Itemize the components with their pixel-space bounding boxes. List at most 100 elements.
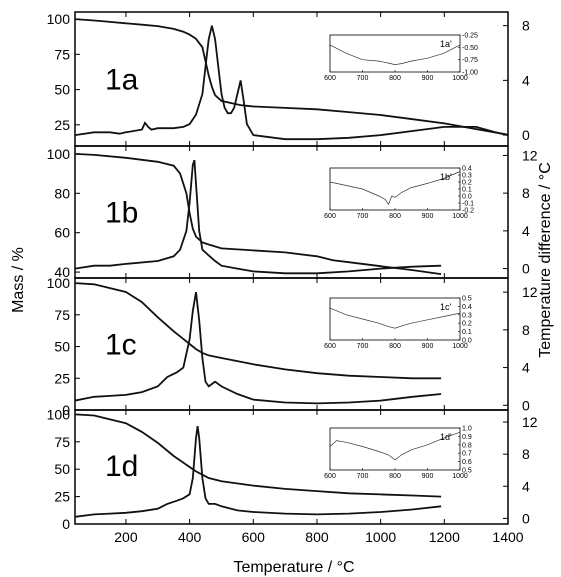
left-tick-label: 50 [54,339,70,355]
right-tick-label: 0 [522,397,530,413]
right-tick-label: 8 [522,322,530,338]
left-tick-label: 75 [54,307,70,323]
inset-label: 1a' [440,39,452,49]
inset-y-tick-label: 0.0 [462,194,472,201]
x-tick-label: 400 [178,529,202,545]
dta-curve [75,25,508,141]
right-y-axis-title: Temperature difference / °C [537,162,554,358]
right-tick-label: 8 [522,185,530,201]
left-tick-label: 25 [54,489,70,505]
inset-x-tick-label: 600 [324,473,336,480]
left-tick-label: 0 [62,402,70,418]
inset-x-tick-label: 1000 [452,75,468,82]
inset-x-tick-label: 1000 [452,343,468,350]
dta-curve [75,425,442,518]
inset-y-tick-label: 0.8 [462,442,472,449]
left-tick-label: 100 [47,146,71,162]
x-tick-label: 1200 [429,529,460,545]
inset-x-tick-label: 800 [389,343,401,350]
right-tick-label: 8 [522,446,530,462]
inset-1a: 600 700 800 900 1000 -0.25 -0.50 -0.75 -1.00 1a' [324,33,478,83]
inset-frame [329,427,461,471]
inset-y-tick-label: 0.2 [462,180,472,187]
inset-y-tick-label: -0.1 [462,201,474,208]
left-tick-label: 60 [54,225,70,241]
inset-x-tick-label: 800 [389,213,401,220]
inset-x-tick-label: 700 [357,75,369,82]
inset-x-tick-label: 600 [324,75,336,82]
inset-y-tick-label: 0.5 [462,296,472,303]
inset-label: 1d' [440,432,452,442]
panel-frame [74,11,509,147]
inset-frame [329,167,461,211]
inset-x-tick-label: 600 [324,343,336,350]
inset-y-tick-label: 0.6 [462,459,472,466]
inset-y-tick-label: 0.1 [462,329,472,336]
inset-y-tick-label: -0.2 [462,208,474,215]
right-tick-label: 4 [522,478,530,494]
right-tick-label: 8 [522,18,530,34]
dta-curve [75,159,442,275]
inset-x-tick-label: 900 [422,75,434,82]
inset-x-tick-label: 800 [389,75,401,82]
left-tick-label: 80 [54,185,70,201]
inset-1b: 600 700 800 900 1000 0.40.30.20.10.0-0.1-0.2 1… [324,166,474,221]
inset-y-tick-label: 0.3 [462,173,472,180]
inset-curve [329,431,461,461]
inset-y-tick-label: 0.1 [462,187,472,194]
inset-y-tick-label: 0.2 [462,321,472,328]
x-tick-label: 1000 [365,529,396,545]
left-tick-label: 50 [54,82,70,98]
inset-y-tick-label: -0.50 [462,45,478,52]
mass-curve [75,153,442,275]
right-tick-label: 0 [522,127,530,143]
inset-1d: 600 700 800 900 1000 1.00.90.8 0.70.6 0.5 1d' [324,426,472,481]
inset-x-tick-label: 700 [357,473,369,480]
inset-y-tick-label: 0.4 [462,166,472,173]
inset-x-tick-label: 700 [357,213,369,220]
left-tick-label: 25 [54,117,70,133]
x-tick-label: 1400 [492,529,523,545]
inset-curve [329,171,461,206]
left-tick-label: 100 [47,406,71,422]
inset-x-tick-label: 900 [422,343,434,350]
left-tick-label: 0 [62,516,70,532]
right-tick-label: 4 [522,360,530,376]
inset-x-tick-label: 900 [422,213,434,220]
right-tick-label: 0 [522,510,530,526]
inset-x-tick-label: 600 [324,213,336,220]
panel-frame [74,145,509,279]
inset-frame [329,34,461,73]
inset-x-tick-label: 700 [357,343,369,350]
inset-label: 1c' [440,302,452,312]
inset-y-tick-label: -0.25 [462,33,478,40]
inset-y-tick-label: 1.0 [462,426,472,433]
x-axis-title: Temperature / °C [233,559,354,576]
panel-frame [74,409,509,525]
left-tick-label: 75 [54,46,70,62]
inset-curve [329,44,461,65]
panel-label: 1b [105,197,138,230]
right-tick-label: 12 [522,414,538,430]
inset-x-tick-label: 1000 [452,473,468,480]
right-tick-label: 12 [522,284,538,300]
inset-y-tick-label: 0.7 [462,451,472,458]
left-tick-label: 100 [47,275,71,291]
right-tick-label: 4 [522,223,530,239]
panel-1a: 100 75 50 25 8 4 0 1a 600 700 800 900 1000 -0.25 -0.50… [47,11,530,147]
inset-y-tick-label: 0.9 [462,434,472,441]
inset-x-tick-label: 1000 [452,213,468,220]
inset-y-tick-label: -0.75 [462,57,478,64]
x-tick-label: 800 [305,529,329,545]
dta-curve [75,291,442,405]
left-tick-label: 25 [54,370,70,386]
inset-y-tick-label: -1.00 [462,70,478,77]
mass-curve [75,18,508,136]
inset-curve [329,307,461,329]
inset-x-tick-label: 800 [389,473,401,480]
